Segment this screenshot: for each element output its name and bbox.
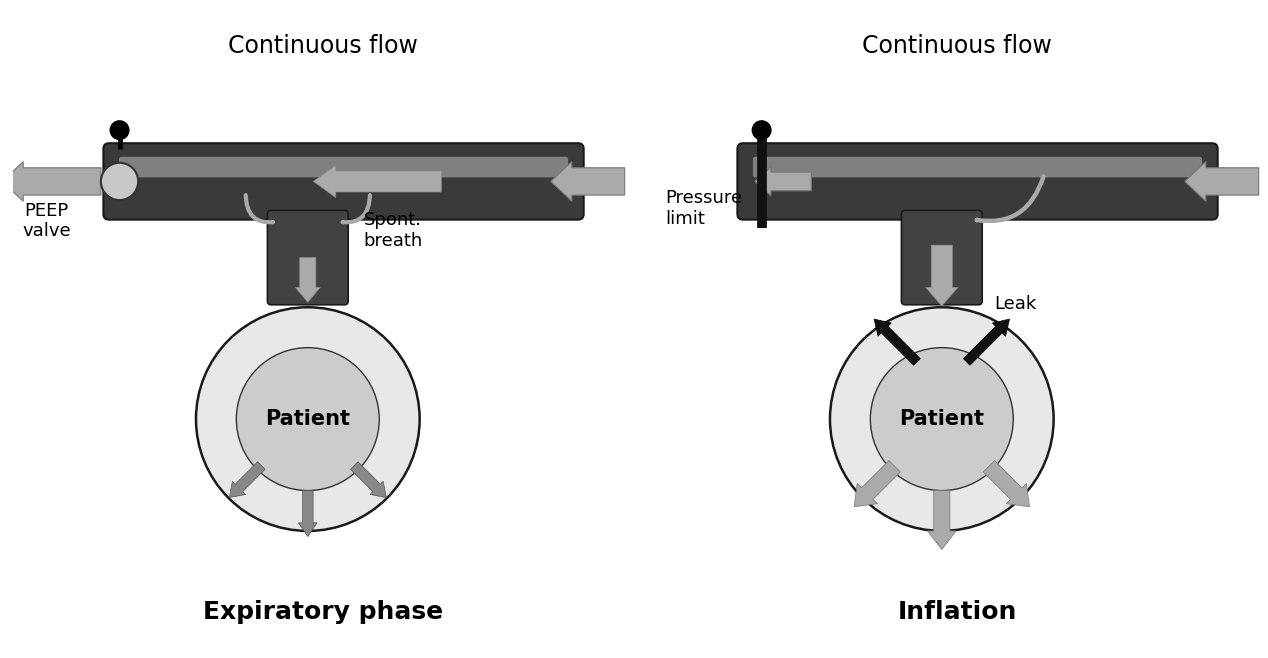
Text: Patient: Patient — [265, 409, 350, 429]
FancyArrowPatch shape — [976, 176, 1044, 221]
Text: Inflation: Inflation — [898, 600, 1017, 624]
FancyArrow shape — [350, 462, 387, 497]
Text: Leak: Leak — [994, 295, 1037, 313]
FancyBboxPatch shape — [268, 211, 349, 305]
Text: Pressure
limit: Pressure limit — [666, 190, 743, 228]
FancyArrow shape — [983, 461, 1030, 507]
Circle shape — [870, 347, 1013, 491]
FancyArrow shape — [1184, 162, 1259, 201]
Text: Spont.
breath: Spont. breath — [364, 211, 424, 250]
Circle shape — [197, 307, 420, 531]
Circle shape — [831, 307, 1054, 531]
FancyArrow shape — [927, 491, 956, 549]
FancyArrow shape — [855, 461, 900, 507]
FancyArrow shape — [874, 319, 921, 365]
Circle shape — [236, 347, 379, 491]
FancyBboxPatch shape — [738, 143, 1217, 220]
Text: Continuous flow: Continuous flow — [862, 34, 1052, 58]
Text: PEEP
valve: PEEP valve — [23, 201, 71, 240]
FancyArrow shape — [754, 167, 812, 195]
FancyArrow shape — [298, 491, 317, 536]
FancyArrow shape — [313, 165, 441, 197]
FancyArrow shape — [926, 245, 957, 306]
FancyArrow shape — [964, 319, 1009, 365]
FancyArrow shape — [3, 162, 101, 201]
Circle shape — [101, 163, 138, 200]
FancyArrow shape — [230, 462, 265, 497]
Text: Patient: Patient — [899, 409, 984, 429]
FancyBboxPatch shape — [119, 157, 568, 178]
Circle shape — [110, 121, 129, 139]
FancyBboxPatch shape — [104, 143, 583, 220]
FancyArrow shape — [550, 162, 625, 201]
Text: Expiratory phase: Expiratory phase — [203, 600, 444, 624]
FancyArrowPatch shape — [246, 195, 273, 222]
FancyBboxPatch shape — [902, 211, 983, 305]
Circle shape — [752, 121, 771, 139]
FancyArrowPatch shape — [342, 195, 370, 222]
Text: Continuous flow: Continuous flow — [228, 34, 418, 58]
FancyBboxPatch shape — [753, 157, 1202, 178]
FancyArrow shape — [295, 257, 321, 302]
